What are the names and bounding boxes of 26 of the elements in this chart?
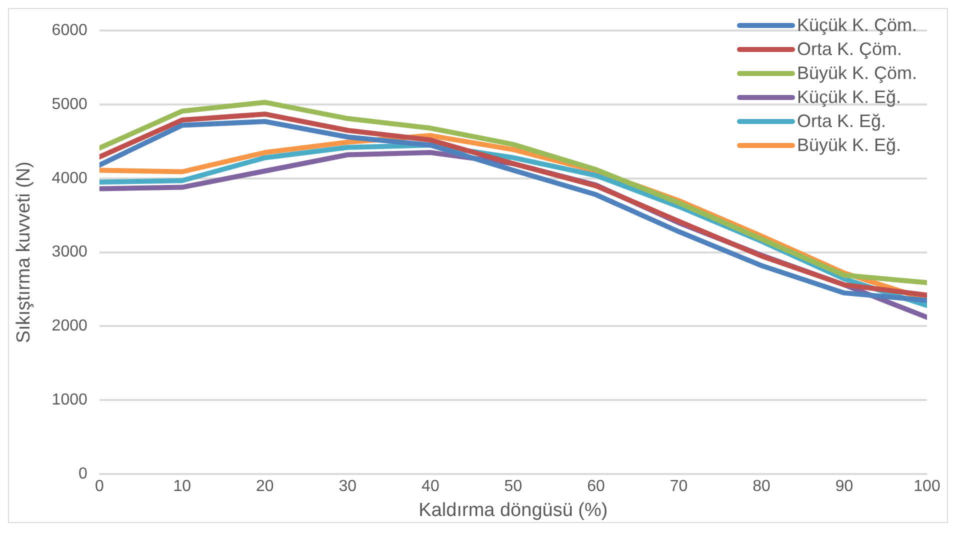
legend-label: Küçük K. Eğ. — [796, 86, 902, 109]
x-tick-label: 80 — [752, 478, 770, 496]
legend-label: Küçük K. Çöm. — [796, 14, 917, 37]
y-tick-label: 4000 — [52, 170, 88, 187]
x-tick-label: 10 — [173, 478, 192, 496]
y-tick-label: 1000 — [52, 392, 88, 409]
legend-label: Orta K. Eğ. — [796, 110, 886, 133]
x-tick-label: 40 — [422, 478, 440, 496]
x-tick-label: 90 — [835, 478, 854, 496]
x-tick-label: 70 — [670, 478, 688, 496]
x-axis-title: Kaldırma döngüsü (%) — [418, 500, 608, 521]
x-tick-label: 30 — [338, 478, 357, 496]
y-axis-title: Sıkıştırma kuvveti (N) — [14, 162, 35, 344]
y-tick-label: 2000 — [52, 318, 88, 335]
legend-label: Büyük K. Çöm. — [796, 62, 917, 85]
x-tick-label: 60 — [587, 478, 605, 496]
x-tick-label: 20 — [256, 478, 274, 496]
y-tick-label: 0 — [78, 465, 88, 482]
legend-label: Orta K. Çöm. — [796, 38, 902, 61]
y-tick-label: 6000 — [52, 22, 88, 40]
y-tick-label: 5000 — [52, 96, 88, 113]
legend-label: Büyük K. Eğ. — [796, 134, 902, 157]
x-tick-label: 100 — [914, 478, 940, 496]
x-tick-label: 0 — [94, 478, 104, 496]
y-tick-label: 3000 — [52, 244, 88, 261]
x-tick-label: 50 — [504, 478, 522, 496]
